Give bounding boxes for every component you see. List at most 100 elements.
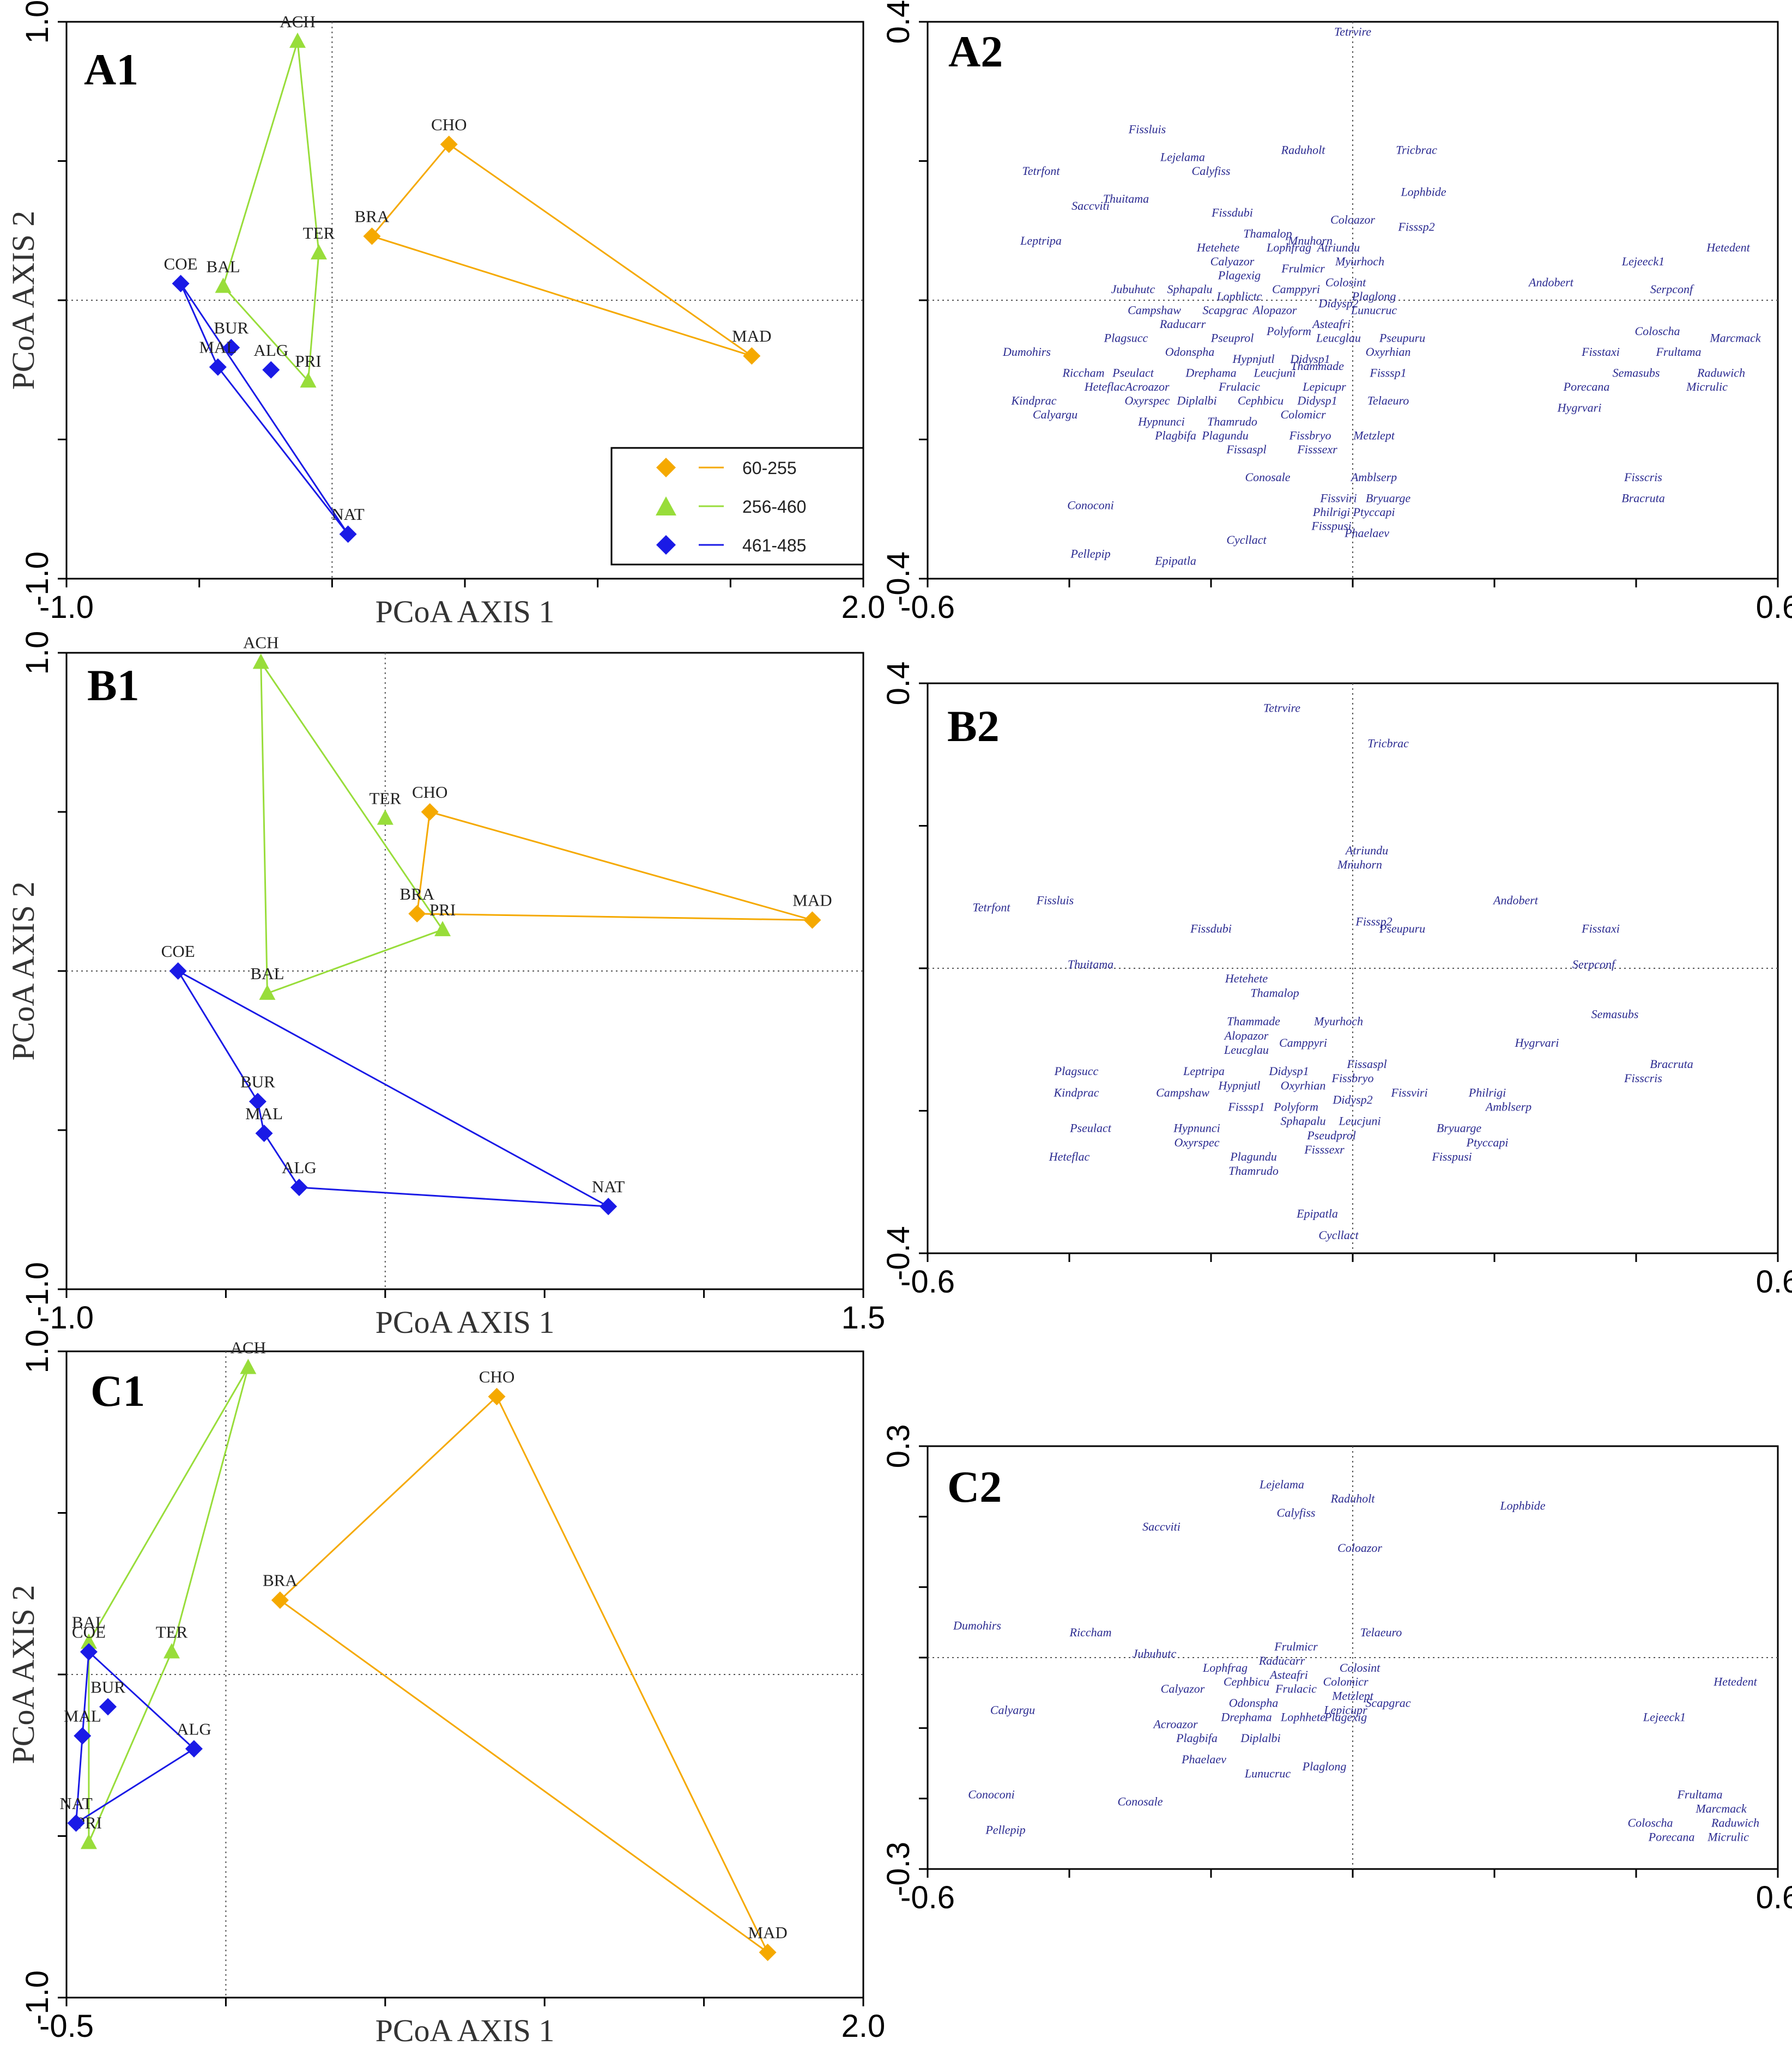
species-label: Polyform [1273,1100,1318,1114]
species-label: Frulacic [1218,380,1260,393]
site-label: CHO [479,1367,514,1386]
species-label: Phaelaev [1344,526,1389,539]
site-point-mad [743,347,761,365]
species-label: Lejelama [1259,1478,1304,1491]
x-tick-label: 0.6 [1756,1880,1792,1915]
species-label: Polyform [1266,324,1311,338]
species-label: Coloscha [1634,324,1680,338]
species-label: Metzlept [1353,429,1395,442]
site-label: NAT [59,1794,92,1813]
species-label: Lejelama [1160,150,1205,164]
site-point-ter [377,809,393,825]
y-tick-label: 1.0 [20,1330,55,1374]
species-label: Tricbrac [1396,143,1437,157]
species-label: Didysp1 [1297,394,1337,408]
species-label: Riccham [1069,1625,1112,1639]
species-label: Frultama [1655,345,1701,359]
species-label: Alopazor [1224,1029,1269,1042]
y-tick-label: -0.3 [881,1842,916,1896]
species-label: Cephbicu [1224,1675,1269,1689]
species-label: Jubuhutc [1111,282,1155,296]
species-label: Tetrvire [1263,701,1300,714]
species-label: Mnuhorn [1337,858,1382,871]
legend-item-256-460: 256-460 [656,496,806,517]
species-label: Calyargu [990,1703,1035,1716]
species-label: Pseulact [1069,1121,1112,1135]
legend-triangle-green [656,496,676,515]
site-label: MAL [199,338,237,357]
species-label: Andobert [1492,893,1539,907]
species-label: Diplalbi [1176,394,1216,408]
species-label: Fissaspl [1226,442,1266,456]
site-point-cho [488,1388,506,1406]
site-point-pri [300,372,317,388]
site-label: BUR [90,1677,125,1696]
species-label: Tetrvire [1334,25,1371,39]
species-label: Drephama [1220,1710,1272,1724]
species-label: Pseulact [1112,366,1154,380]
site-label: COE [161,942,195,961]
group-hull-g256_460 [260,659,444,995]
species-label: Philrigi [1312,505,1350,519]
species-label: Hypnunci [1137,415,1185,428]
site-point-alg [290,1179,308,1197]
site-point-cho [421,803,439,821]
y-axis-title: PCoA AXIS 2 [5,211,41,390]
species-label: Semasubs [1613,366,1660,380]
species-label: Oxyrhian [1281,1078,1326,1092]
species-label: Bryuarge [1366,491,1411,505]
species-label: Pseudprol [1306,1128,1356,1142]
species-label: Semasubs [1591,1008,1639,1021]
species-label: Thammade [1291,359,1344,373]
site-label: TER [370,789,402,808]
legend: 60-255 256-460 461-485 [610,447,864,566]
site-point-mad [759,1943,777,1961]
species-label: Coloazor [1330,213,1375,226]
species-label: Campshaw [1128,304,1181,317]
species-label: Telaeuro [1367,394,1409,408]
site-label: PRI [429,900,456,919]
species-label: Alopazor [1252,304,1297,317]
species-label: Drephama [1185,366,1236,380]
species-label: Heteflac [1084,380,1125,393]
species-label: Pellepip [1070,547,1110,561]
species-label: Calyfiss [1192,164,1231,178]
species-label: Calyargu [1033,408,1077,421]
species-label: Mnuhorn [1287,234,1333,247]
species-label: Bracruta [1650,1057,1693,1071]
species-label: Saccviti [1071,199,1110,213]
species-label: Thamrudo [1228,1164,1279,1178]
species-label: Conosale [1117,1795,1163,1809]
species-label: Fisssexr [1297,442,1337,456]
site-point-coe [80,1643,98,1661]
species-label: Calyazor [1210,254,1255,268]
site-point-nat [600,1198,617,1216]
site-label: BRA [399,884,434,903]
species-label: Asteafri [1269,1668,1308,1682]
site-label: MAL [245,1104,283,1123]
species-label: Porecana [1648,1830,1695,1843]
x-tick-label: -0.6 [900,1264,955,1300]
species-label: Lophfrag [1266,241,1311,254]
species-label: Lunucruc [1244,1767,1291,1780]
species-label: Tetrfont [973,900,1011,914]
species-label: Lepicupr [1323,1703,1367,1716]
species-label: Bracruta [1621,491,1664,505]
species-label: Metzlept [1331,1689,1374,1703]
species-label: Lejeeck1 [1643,1710,1686,1724]
group-hull-g60_255 [416,811,813,921]
species-label: Amblserp [1350,470,1397,484]
y-tick-label: -1.0 [20,1262,55,1316]
species-label: Campshaw [1156,1085,1209,1099]
species-label: Scapgrac [1365,1696,1410,1710]
species-label: Fisspusi [1311,519,1351,533]
species-label: Pseuprol [1210,331,1254,345]
species-label: Dumohirs [953,1618,1001,1632]
site-point-ter [163,1643,180,1659]
species-label: Plagexig [1324,1710,1367,1724]
site-point-coe [169,962,187,980]
species-label: Tetrfont [1022,164,1061,178]
species-label: Lunucruc [1351,304,1397,317]
legend-diamond-blue [656,535,676,555]
